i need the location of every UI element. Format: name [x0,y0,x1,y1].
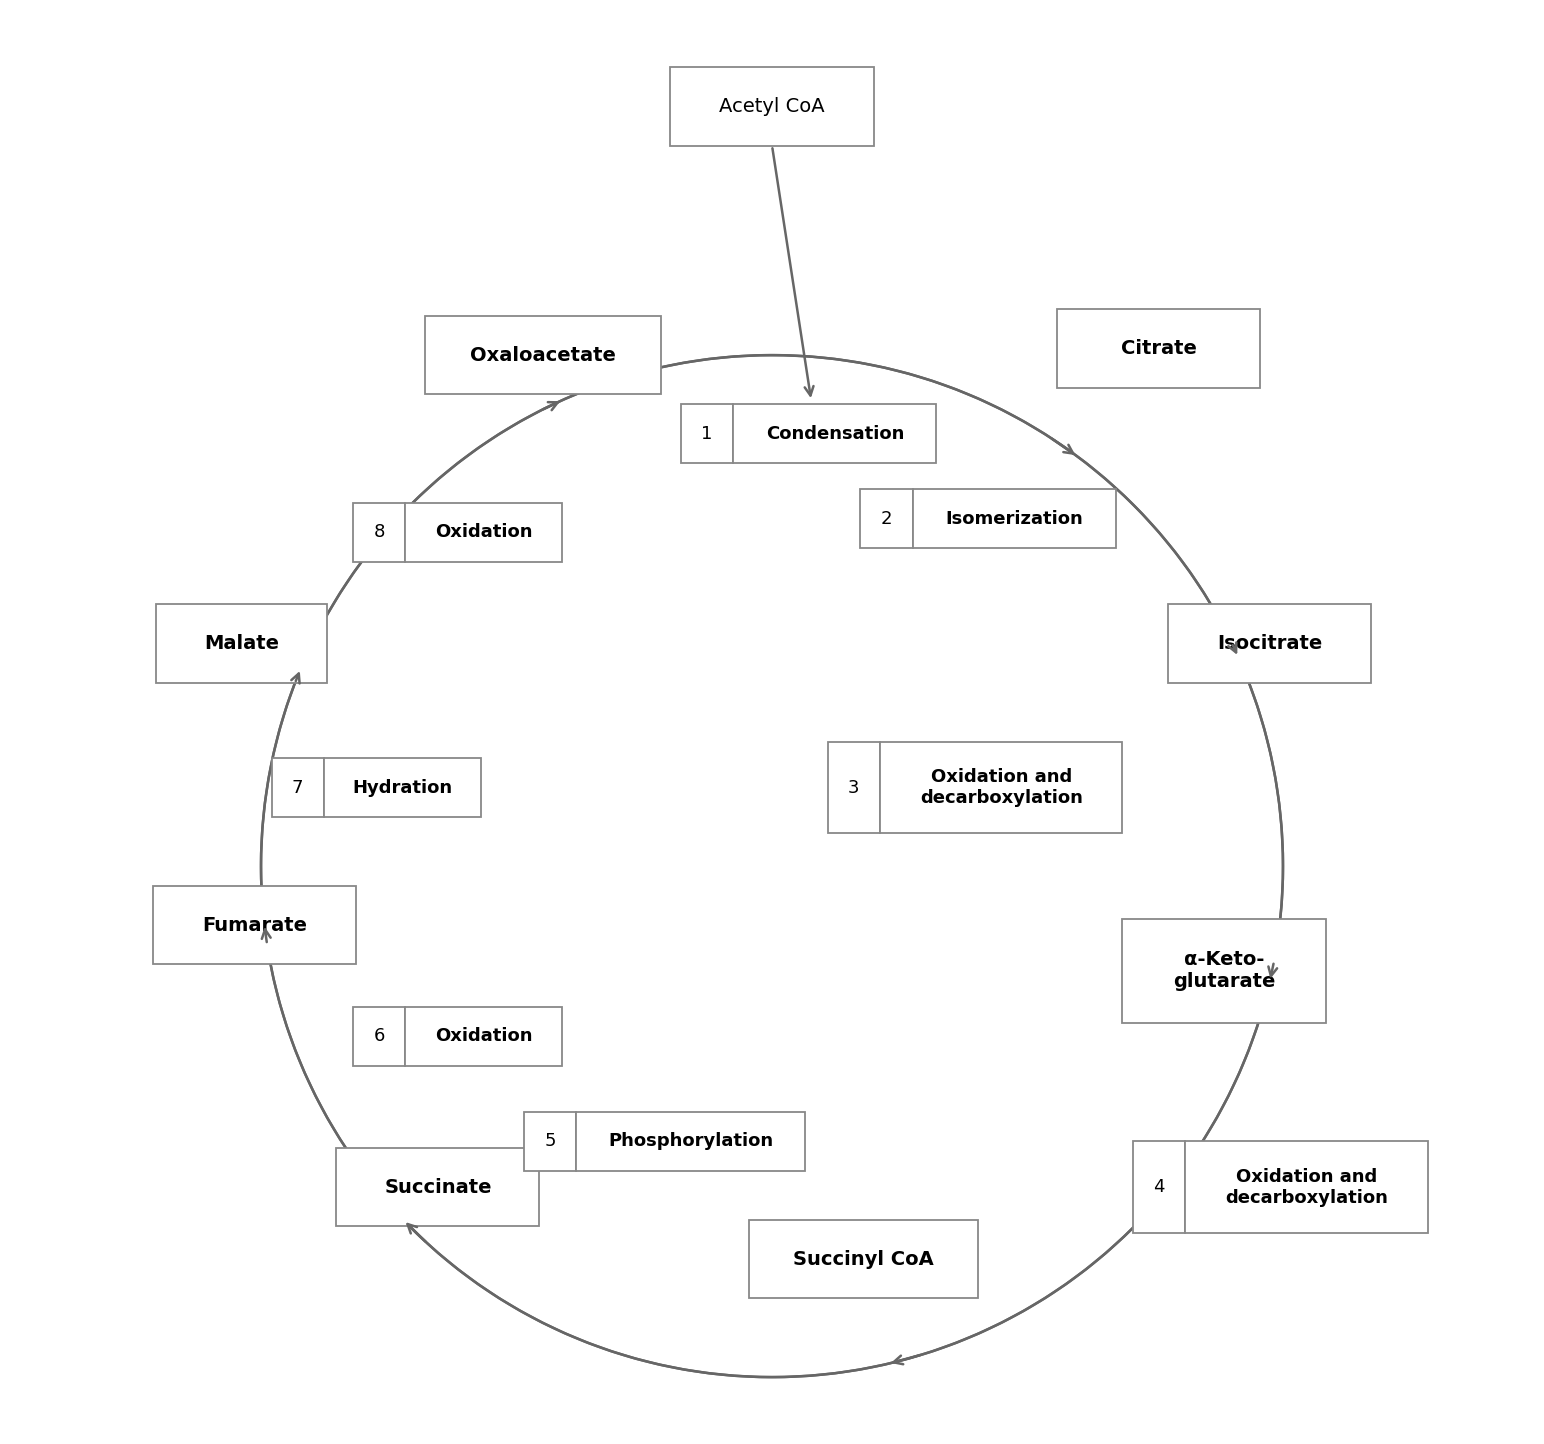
FancyBboxPatch shape [272,758,324,817]
FancyBboxPatch shape [828,742,880,833]
Text: Oxaloacetate: Oxaloacetate [469,345,616,365]
FancyBboxPatch shape [156,604,326,683]
Text: Phosphorylation: Phosphorylation [608,1132,774,1151]
Text: 3: 3 [848,778,860,797]
Text: Succinate: Succinate [384,1178,491,1197]
Text: 2: 2 [882,510,892,529]
Text: 8: 8 [374,523,384,542]
FancyBboxPatch shape [749,1220,979,1298]
Text: 5: 5 [543,1132,556,1151]
FancyBboxPatch shape [324,758,482,817]
Text: Malate: Malate [204,634,279,653]
Text: Succinyl CoA: Succinyl CoA [794,1249,934,1269]
FancyBboxPatch shape [425,316,661,394]
Text: 7: 7 [292,778,304,797]
Text: 6: 6 [374,1028,384,1045]
Text: Oxidation and
decarboxylation: Oxidation and decarboxylation [1224,1168,1388,1207]
Text: 1: 1 [701,425,713,443]
Text: Acetyl CoA: Acetyl CoA [720,97,824,116]
Text: 4: 4 [1153,1178,1164,1196]
FancyBboxPatch shape [670,66,874,146]
FancyBboxPatch shape [1133,1141,1186,1233]
FancyBboxPatch shape [352,503,405,562]
FancyBboxPatch shape [733,404,936,464]
Text: α-Keto-
glutarate: α-Keto- glutarate [1173,950,1275,992]
Text: Oxidation and
decarboxylation: Oxidation and decarboxylation [920,768,1082,807]
FancyBboxPatch shape [913,490,1116,549]
Text: Fumarate: Fumarate [202,915,307,934]
Text: Citrate: Citrate [1121,339,1197,358]
Text: Oxidation: Oxidation [435,523,533,542]
FancyBboxPatch shape [352,1006,405,1066]
FancyBboxPatch shape [1122,918,1326,1024]
FancyBboxPatch shape [405,1006,562,1066]
FancyBboxPatch shape [1169,604,1371,683]
FancyBboxPatch shape [880,742,1122,833]
FancyBboxPatch shape [860,490,913,549]
FancyBboxPatch shape [523,1112,576,1171]
FancyBboxPatch shape [576,1112,806,1171]
Text: Condensation: Condensation [766,425,905,443]
FancyBboxPatch shape [405,503,562,562]
FancyBboxPatch shape [1186,1141,1428,1233]
FancyBboxPatch shape [681,404,733,464]
FancyBboxPatch shape [337,1148,539,1226]
Text: Isocitrate: Isocitrate [1217,634,1323,653]
FancyBboxPatch shape [153,885,357,965]
Text: Isomerization: Isomerization [945,510,1084,529]
Text: Oxidation: Oxidation [435,1028,533,1045]
Text: Hydration: Hydration [352,778,452,797]
FancyBboxPatch shape [1058,309,1260,388]
